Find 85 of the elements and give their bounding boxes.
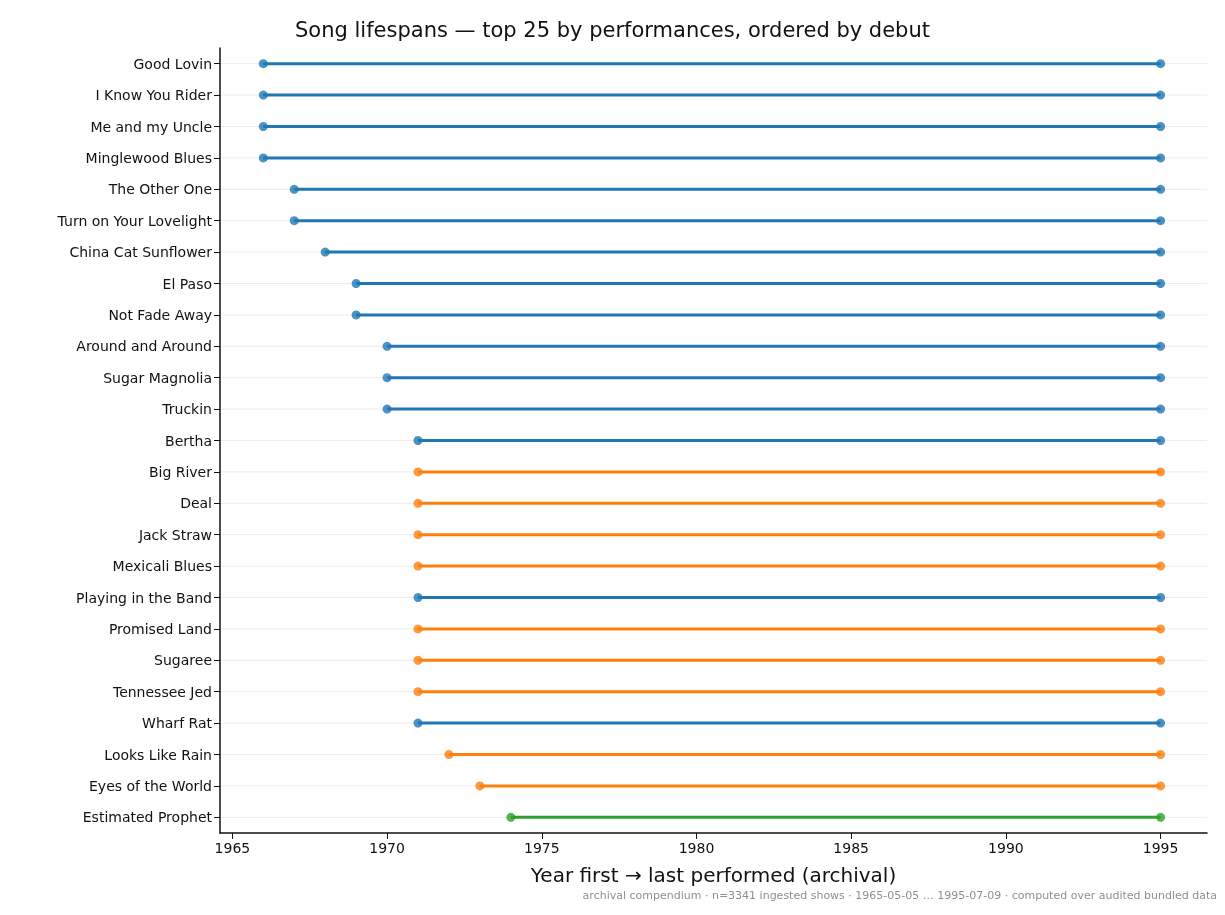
- point: [506, 812, 516, 822]
- point: [1156, 561, 1166, 571]
- point: [1156, 310, 1166, 320]
- point: [1156, 59, 1166, 69]
- y-tick-label: China Cat Sunflower: [69, 244, 213, 261]
- y-tick-label: Promised Land: [108, 620, 212, 637]
- point: [413, 530, 423, 540]
- x-axis-title: Year first → last performed (archival): [529, 863, 897, 887]
- y-tick-label: Looks Like Rain: [104, 746, 212, 763]
- y-tick-label: Tennessee Jed: [111, 683, 212, 700]
- point: [351, 310, 361, 320]
- point: [1156, 467, 1166, 477]
- point: [413, 655, 423, 665]
- point: [1156, 687, 1166, 697]
- y-tick-label: Mexicali Blues: [112, 558, 212, 575]
- point: [413, 436, 423, 445]
- point: [258, 122, 268, 131]
- y-tick-label: Estimated Prophet: [82, 809, 213, 826]
- point: [1156, 341, 1166, 351]
- point: [1156, 498, 1166, 508]
- y-tick-label: Good Lovin: [133, 55, 212, 72]
- x-tick-label: 1970: [369, 840, 405, 856]
- y-tick-label: Playing in the Band: [76, 589, 212, 606]
- y-tick-label: I Know You Rider: [95, 87, 213, 104]
- point: [1156, 436, 1166, 445]
- point: [413, 467, 423, 477]
- x-tick-label: 1995: [1142, 840, 1179, 856]
- point: [1156, 593, 1166, 602]
- y-tick-label: Around and Around: [76, 338, 212, 355]
- point: [413, 687, 423, 697]
- chart-title: Song lifespans — top 25 by performances, ordered by debut: [295, 17, 930, 42]
- point: [413, 718, 423, 728]
- point: [1156, 279, 1166, 288]
- point: [382, 341, 392, 351]
- point: [413, 561, 423, 571]
- point: [289, 216, 299, 226]
- x-tick-label: 1965: [214, 840, 251, 856]
- point: [289, 184, 299, 194]
- point: [1156, 247, 1166, 257]
- point: [382, 404, 392, 414]
- y-tick-label: El Paso: [162, 275, 212, 292]
- point: [382, 373, 392, 383]
- y-tick-label: Bertha: [165, 432, 212, 449]
- x-tick-label: 1975: [523, 840, 560, 856]
- y-tick-label: Minglewood Blues: [85, 149, 212, 166]
- point: [1156, 122, 1166, 131]
- y-tick-label: Eyes of the World: [89, 777, 212, 794]
- point: [1156, 624, 1166, 634]
- point: [1156, 750, 1166, 759]
- point: [1156, 718, 1166, 728]
- point: [1156, 781, 1166, 791]
- point: [1156, 812, 1166, 822]
- point: [1156, 90, 1166, 100]
- point: [413, 593, 423, 602]
- text: archival compendium · n=3341 ingested shows · 1965-05-05 … 1995-07-09 · computed over audited bundled data: [582, 889, 1218, 902]
- point: [1156, 184, 1166, 194]
- point: [1156, 216, 1166, 226]
- y-tick-label: Wharf Rat: [142, 715, 213, 732]
- y-tick-label: Deal: [180, 495, 212, 512]
- y-tick-label: Truckin: [161, 401, 212, 418]
- point: [1156, 153, 1166, 163]
- point: [351, 279, 361, 288]
- y-tick-label: Turn on Your Lovelight: [56, 212, 213, 229]
- y-tick-label: Jack Straw: [137, 526, 212, 543]
- y-tick-label: Sugaree: [154, 652, 212, 669]
- point: [258, 59, 268, 69]
- y-tick-label: Not Fade Away: [108, 306, 212, 323]
- point: [320, 247, 330, 257]
- y-tick-label: Me and my Uncle: [90, 118, 212, 135]
- x-tick-label: 1985: [833, 840, 870, 856]
- x-tick-label: 1990: [988, 840, 1024, 856]
- point: [1156, 655, 1166, 665]
- y-tick-label: The Other One: [107, 181, 212, 198]
- point: [475, 781, 485, 791]
- point: [413, 498, 423, 508]
- y-tick-label: Sugar Magnolia: [103, 369, 212, 386]
- point: [1156, 530, 1166, 540]
- point: [258, 153, 268, 163]
- x-tick-label: 1980: [678, 840, 715, 856]
- point: [258, 90, 268, 100]
- point: [444, 750, 454, 759]
- point: [1156, 373, 1166, 383]
- point: [1156, 404, 1166, 414]
- y-tick-label: Big River: [148, 463, 213, 480]
- point: [413, 624, 423, 634]
